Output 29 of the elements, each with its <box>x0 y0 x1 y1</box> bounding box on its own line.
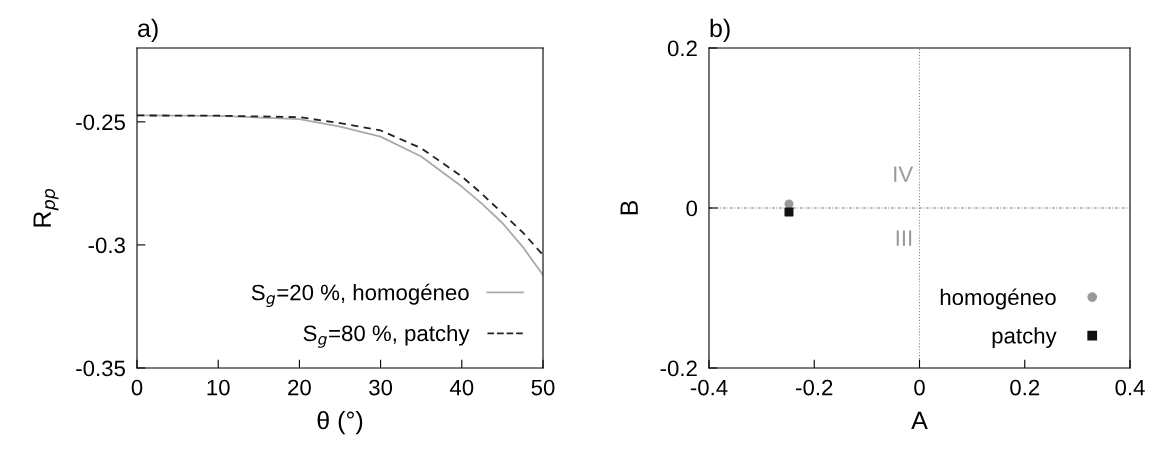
chart-title: b) <box>710 18 730 43</box>
annotation: IV <box>894 166 914 182</box>
y-tick-label: -0.3 <box>88 237 125 254</box>
x-axis-title: A <box>911 411 928 430</box>
x-tick-label: 30 <box>369 379 393 396</box>
x-tick-label: 0.4 <box>1115 379 1145 396</box>
y-tick-label: 0 <box>686 200 698 217</box>
x-tick-label: 50 <box>531 379 555 396</box>
chart-title: a) <box>138 18 158 43</box>
x-tick-label: 0 <box>914 379 925 396</box>
x-tick-label: -0.4 <box>690 379 728 396</box>
legend-label: homogéneo <box>940 288 1056 310</box>
y-tick-label: -0.25 <box>76 114 125 131</box>
y-tick-label: -0.2 <box>660 360 697 377</box>
y-tick-label: 0.2 <box>667 40 697 57</box>
x-tick-label: 0.2 <box>1010 379 1040 396</box>
y-tick-label: -0.35 <box>76 360 125 377</box>
annotation: III <box>896 230 912 246</box>
y-axis-title: B <box>620 200 638 215</box>
legend-label: S$_{g}$=20 %, homogéneo <box>251 283 469 308</box>
x-tick-label: -0.2 <box>796 379 833 396</box>
x-tick-label: 0 <box>131 379 143 396</box>
x-axis-title: θ (°) <box>317 410 363 435</box>
legend-label: patchy <box>992 327 1057 348</box>
x-tick-label: 10 <box>207 379 230 396</box>
x-tick-label: 20 <box>288 379 311 396</box>
legend-label: S$_{g}$=80 %, patchy <box>303 324 470 348</box>
y-axis-title: R$_{pp}$ <box>33 188 59 227</box>
x-tick-label: 40 <box>449 379 474 396</box>
